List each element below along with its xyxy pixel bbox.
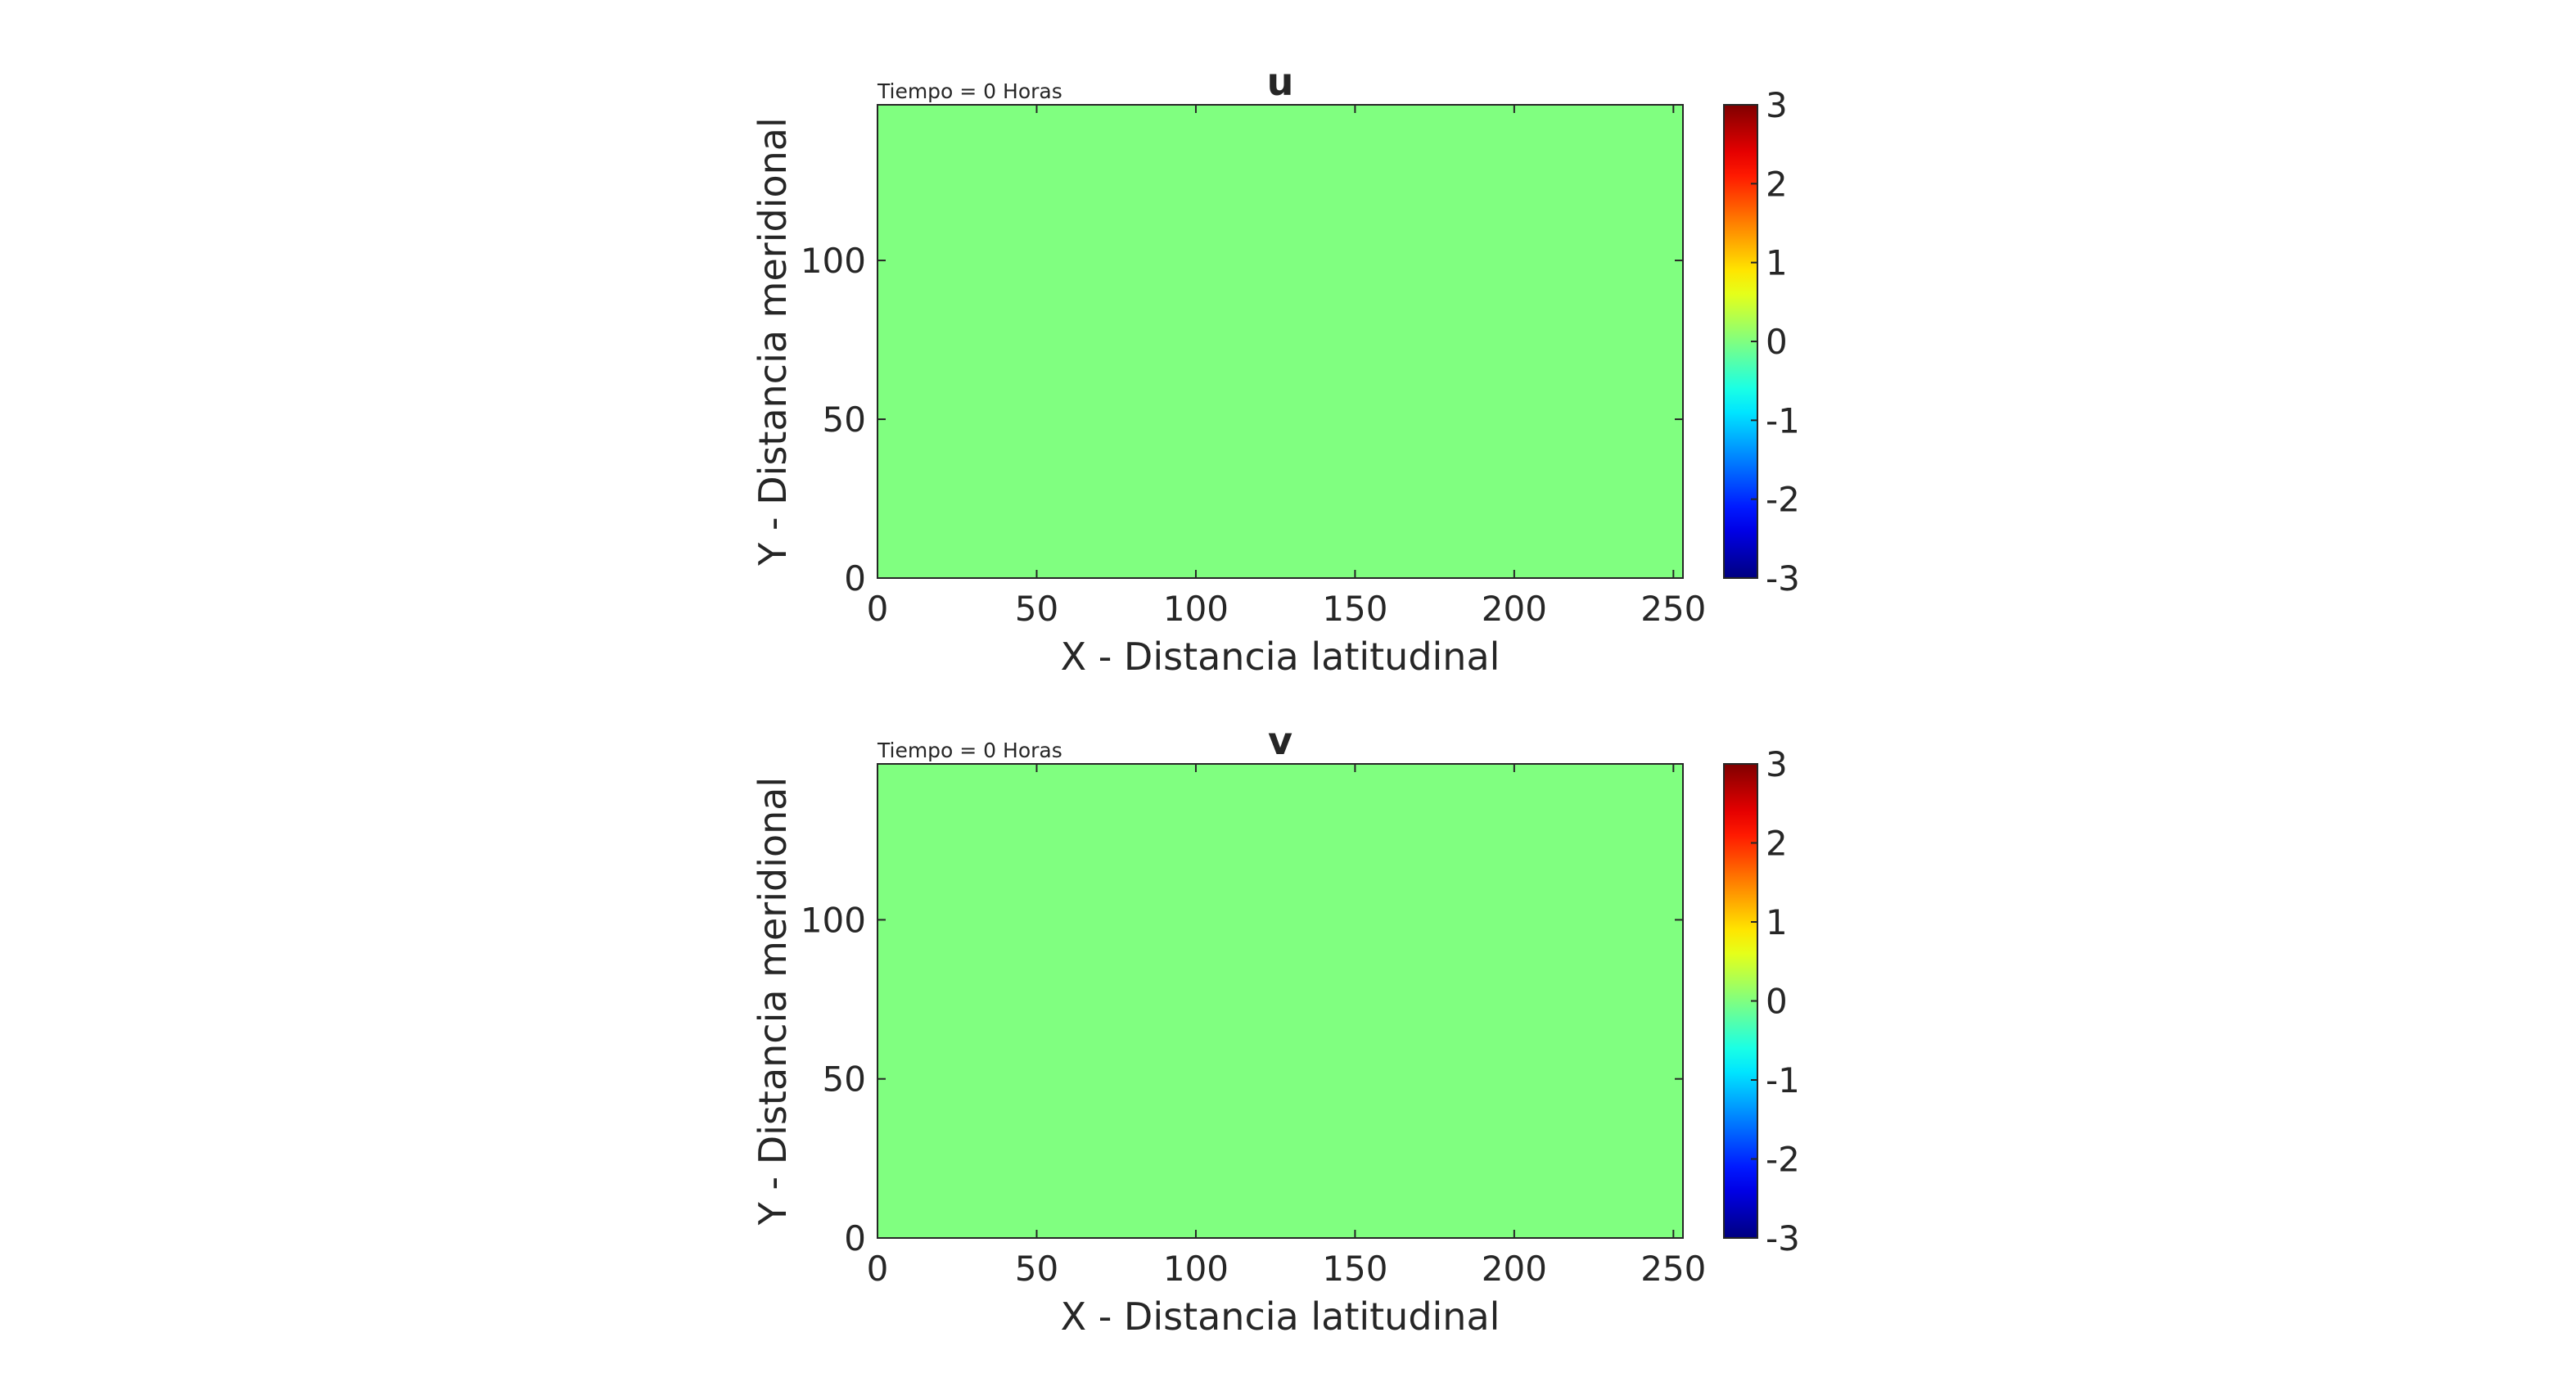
x-tick-label: 0 bbox=[867, 589, 889, 629]
colorbar-tick-label: 3 bbox=[1766, 744, 1788, 784]
plot-frame bbox=[877, 763, 1684, 1239]
colorbar-tick-label: 2 bbox=[1766, 164, 1788, 204]
x-tick-label: 150 bbox=[1322, 589, 1387, 629]
colorbar-tick-label: 1 bbox=[1766, 243, 1788, 283]
y-tick-label: 100 bbox=[801, 900, 866, 940]
y-tick-label: 100 bbox=[801, 241, 866, 281]
y-tick-label: 0 bbox=[844, 558, 866, 599]
heatmap-field bbox=[877, 105, 1683, 578]
x-tick-label: 250 bbox=[1640, 1249, 1706, 1289]
plot-frame bbox=[877, 104, 1684, 579]
y-axis-label: Y - Distancia meridional bbox=[751, 777, 795, 1226]
time-label: Tiempo = 0 Horas bbox=[877, 79, 1062, 103]
x-axis-label: X - Distancia latitudinal bbox=[1061, 1294, 1500, 1339]
chart-title: u bbox=[1267, 60, 1294, 104]
chart-title: v bbox=[1268, 719, 1293, 763]
heatmap-field bbox=[877, 764, 1683, 1238]
y-tick-label: 50 bbox=[823, 1059, 866, 1100]
time-label: Tiempo = 0 Horas bbox=[877, 739, 1062, 762]
colorbar-tick-label: -1 bbox=[1766, 400, 1800, 440]
y-tick-label: 0 bbox=[844, 1218, 866, 1258]
x-tick-label: 100 bbox=[1163, 589, 1229, 629]
colorbar-tick-label: -3 bbox=[1766, 558, 1800, 599]
colorbar-tick-label: 0 bbox=[1766, 322, 1788, 362]
colorbar-tick-label: -3 bbox=[1766, 1218, 1800, 1258]
colorbar-tick-label: -1 bbox=[1766, 1060, 1800, 1100]
colorbar-tick-label: 1 bbox=[1766, 902, 1788, 942]
x-tick-label: 50 bbox=[1015, 1249, 1058, 1289]
colorbar-tick-label: -2 bbox=[1766, 480, 1800, 520]
x-tick-label: 250 bbox=[1640, 589, 1706, 629]
y-tick-label: 50 bbox=[823, 400, 866, 440]
subplot-v: 0 50 100 150 200 250 0 50 100 X - Distancia latit… bbox=[751, 719, 1800, 1339]
subplot-u: 0 50 100 150 200 250 0 50 100 X - Distancia latit… bbox=[751, 60, 1800, 679]
colorbar-tick-label: 0 bbox=[1766, 982, 1788, 1022]
colorbar-tick-label: 2 bbox=[1766, 824, 1788, 864]
colorbar-tick-label: -2 bbox=[1766, 1140, 1800, 1180]
colorbar-tick-label: 3 bbox=[1766, 85, 1788, 125]
x-tick-label: 50 bbox=[1015, 589, 1058, 629]
x-tick-label: 200 bbox=[1482, 1249, 1547, 1289]
x-tick-label: 0 bbox=[867, 1249, 889, 1289]
x-tick-label: 200 bbox=[1482, 589, 1547, 629]
y-axis-label: Y - Distancia meridional bbox=[751, 117, 795, 566]
x-tick-label: 100 bbox=[1163, 1249, 1229, 1289]
x-axis-label: X - Distancia latitudinal bbox=[1061, 635, 1500, 679]
x-tick-label: 150 bbox=[1322, 1249, 1387, 1289]
